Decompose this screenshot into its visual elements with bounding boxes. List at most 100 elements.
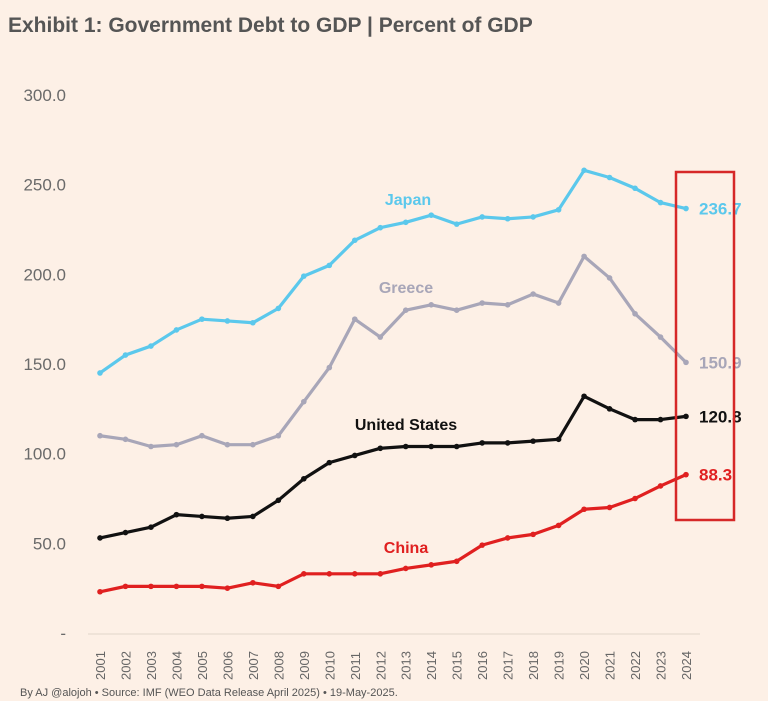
y-tick-label: 200.0 bbox=[23, 265, 66, 284]
data-point bbox=[122, 436, 129, 443]
x-tick-label: 2013 bbox=[399, 651, 414, 680]
x-tick-label: 2004 bbox=[169, 651, 184, 680]
data-point bbox=[250, 319, 256, 326]
data-point bbox=[555, 206, 562, 213]
data-point bbox=[555, 300, 562, 306]
data-point bbox=[275, 583, 282, 590]
data-point bbox=[326, 571, 333, 577]
data-point bbox=[351, 237, 358, 244]
data-point bbox=[148, 443, 154, 450]
x-tick-label: 2023 bbox=[654, 651, 669, 680]
data-point bbox=[301, 273, 307, 279]
x-tick-label: 2021 bbox=[603, 651, 618, 680]
data-point bbox=[428, 443, 435, 450]
series-greece: Greece 150.9 bbox=[97, 253, 742, 450]
x-tick-label: 2010 bbox=[322, 651, 337, 680]
data-point bbox=[402, 219, 409, 226]
data-point bbox=[97, 535, 103, 541]
data-point bbox=[224, 585, 231, 591]
data-point bbox=[250, 513, 256, 520]
data-point bbox=[530, 291, 536, 297]
series-united-states: United States 120.8 bbox=[97, 393, 742, 541]
data-point bbox=[301, 398, 307, 405]
data-point bbox=[581, 253, 587, 260]
chart-title: Exhibit 1: Government Debt to GDP | Perc… bbox=[8, 14, 533, 37]
data-point bbox=[606, 275, 613, 281]
data-point bbox=[479, 440, 485, 446]
series-name-label: Greece bbox=[379, 280, 433, 297]
data-point bbox=[148, 583, 154, 590]
footer-source: By AJ @alojoh • Source: IMF (WEO Data Re… bbox=[20, 687, 398, 699]
data-point bbox=[453, 307, 460, 314]
data-point bbox=[351, 571, 358, 577]
data-point bbox=[377, 571, 384, 577]
data-point bbox=[479, 214, 485, 220]
data-point bbox=[122, 583, 129, 590]
x-tick-label: 2022 bbox=[628, 651, 643, 680]
series-name-label: Japan bbox=[385, 192, 431, 209]
series-line bbox=[99, 394, 687, 540]
x-tick-label: 2001 bbox=[93, 651, 108, 680]
data-point bbox=[402, 443, 409, 450]
data-point bbox=[530, 214, 536, 220]
series-line bbox=[99, 168, 687, 375]
series-name-label: United States bbox=[355, 417, 457, 434]
data-point bbox=[479, 542, 485, 548]
data-point bbox=[657, 199, 664, 206]
data-point bbox=[555, 522, 562, 529]
data-point bbox=[199, 316, 205, 322]
end-value-label: 150.9 bbox=[699, 353, 742, 372]
data-point bbox=[122, 352, 129, 358]
data-point bbox=[148, 524, 154, 530]
data-point bbox=[657, 334, 664, 340]
series-china: China 88.3 bbox=[97, 466, 732, 595]
data-point bbox=[351, 316, 358, 322]
data-point bbox=[606, 504, 613, 511]
data-point bbox=[224, 515, 231, 522]
data-point bbox=[250, 441, 256, 448]
y-tick-label: 100.0 bbox=[23, 445, 66, 464]
data-point bbox=[453, 221, 460, 227]
data-point bbox=[275, 432, 282, 439]
data-point bbox=[453, 443, 460, 450]
series-group: Japan 236.7 Greece 150.9 United States 120.8 C… bbox=[97, 167, 742, 595]
data-point bbox=[657, 483, 664, 489]
data-point bbox=[97, 432, 103, 439]
data-point bbox=[683, 413, 689, 420]
data-point bbox=[504, 215, 511, 222]
x-tick-label: 2018 bbox=[526, 651, 541, 680]
data-point bbox=[683, 205, 689, 212]
x-tick-label: 2008 bbox=[271, 651, 286, 680]
data-point bbox=[428, 302, 435, 308]
x-tick-label: 2007 bbox=[246, 651, 261, 680]
data-point bbox=[173, 441, 180, 448]
y-tick-label: 250.0 bbox=[23, 176, 66, 195]
data-point bbox=[632, 310, 638, 317]
data-point bbox=[530, 531, 536, 538]
x-tick-label: 2015 bbox=[450, 651, 465, 680]
y-tick-label: 300.0 bbox=[23, 86, 66, 105]
x-tick-label: 2012 bbox=[373, 651, 388, 680]
data-point bbox=[97, 370, 103, 376]
data-point bbox=[402, 307, 409, 314]
data-point bbox=[453, 558, 460, 565]
y-tick-label: 50.0 bbox=[33, 534, 66, 553]
data-point bbox=[275, 305, 282, 312]
data-point bbox=[428, 562, 435, 568]
series-line bbox=[99, 473, 687, 594]
data-point bbox=[326, 459, 333, 466]
data-point bbox=[504, 535, 511, 541]
data-point bbox=[173, 583, 180, 590]
data-point bbox=[122, 529, 129, 536]
data-point bbox=[301, 475, 307, 482]
data-point bbox=[428, 212, 435, 218]
data-point bbox=[530, 438, 536, 444]
data-point bbox=[581, 506, 587, 513]
y-tick-label: - bbox=[60, 624, 66, 643]
series-japan: Japan 236.7 bbox=[97, 167, 742, 376]
data-point bbox=[377, 334, 384, 340]
x-tick-label: 2009 bbox=[297, 651, 312, 680]
end-value-label: 236.7 bbox=[699, 200, 742, 219]
y-axis: - 50.0 100.0 150.0 200.0 250.0 300.0 bbox=[23, 86, 66, 643]
